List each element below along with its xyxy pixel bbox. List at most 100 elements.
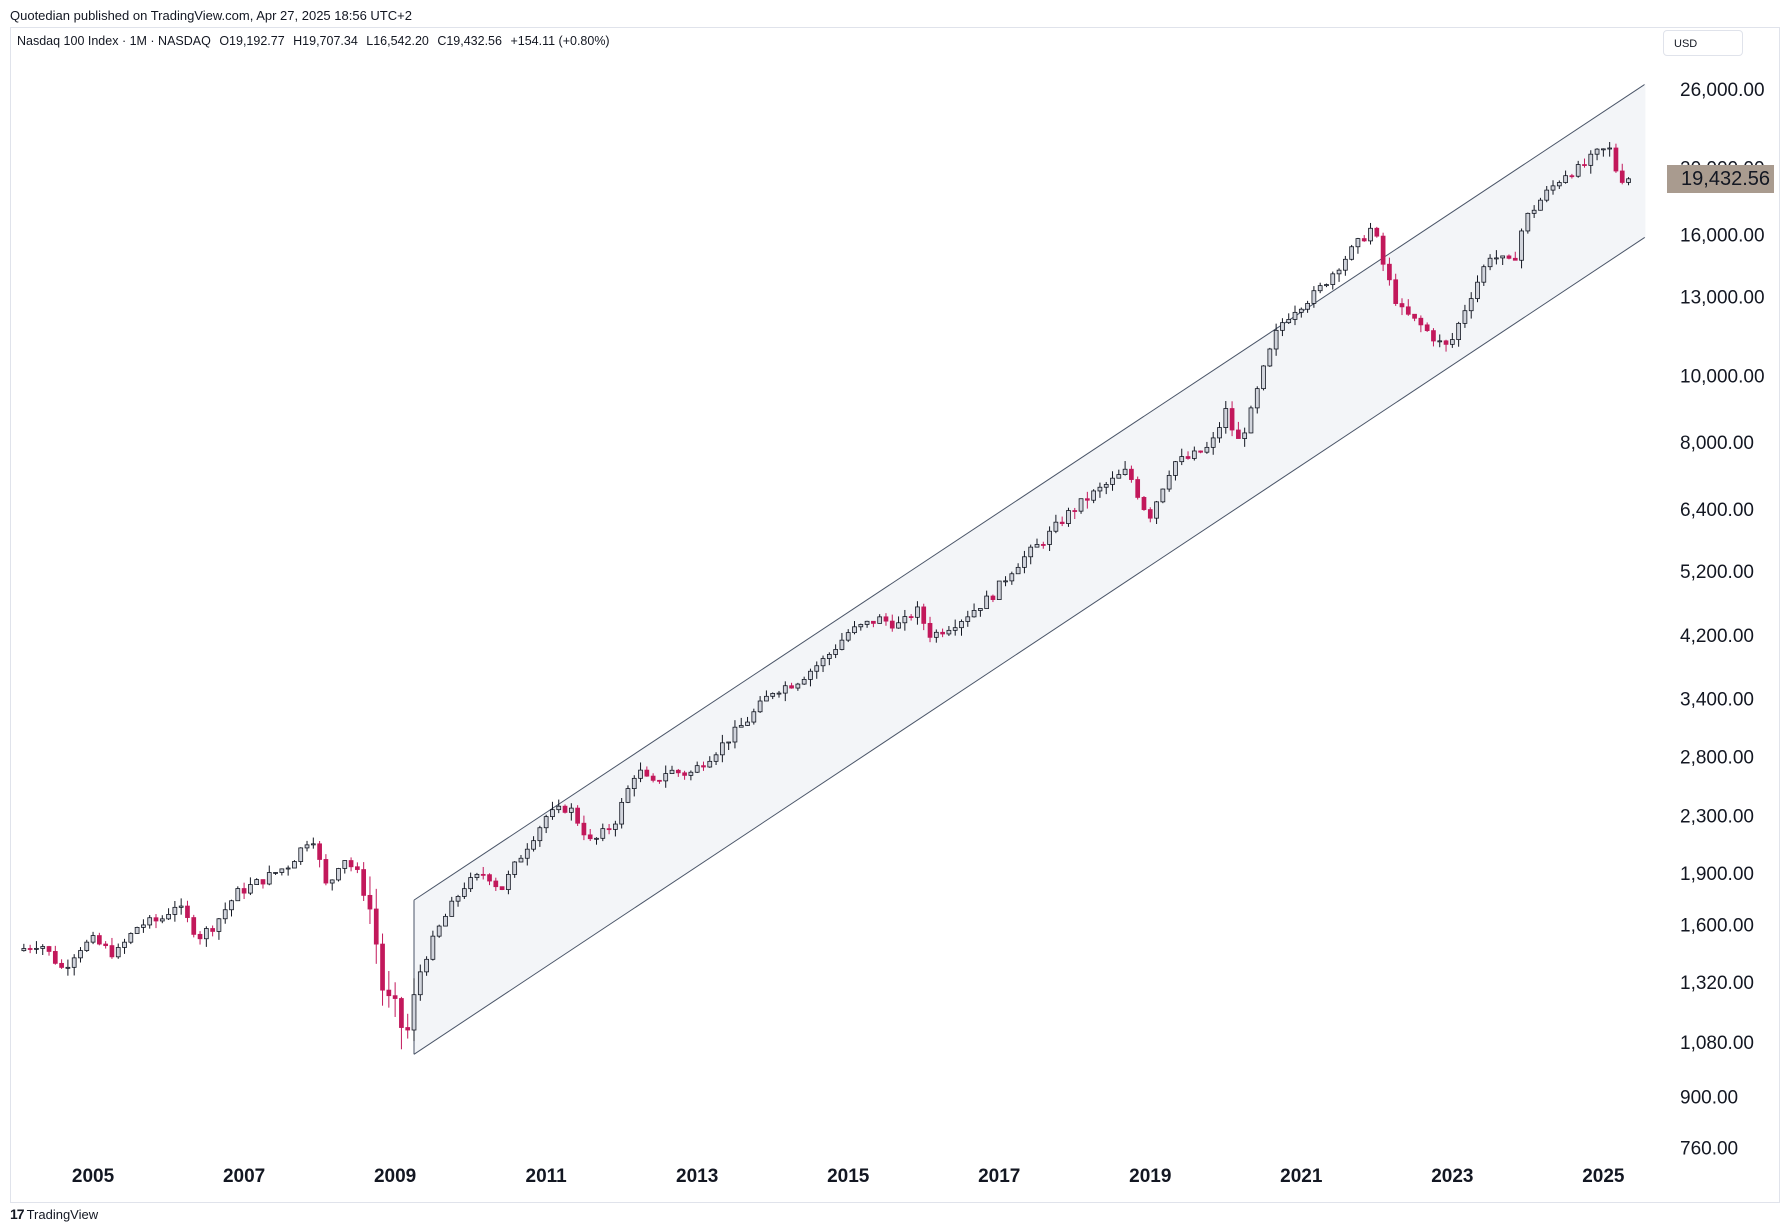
candle-body xyxy=(1292,311,1298,320)
footer-brand-name[interactable]: TradingView xyxy=(26,1206,99,1222)
candle xyxy=(1361,235,1367,242)
candle xyxy=(657,779,662,784)
candle xyxy=(600,823,606,842)
candle xyxy=(1393,273,1399,306)
candle-body xyxy=(1361,238,1367,242)
candle xyxy=(978,608,983,617)
legend-symbol[interactable]: Nasdaq 100 Index · 1M · NASDAQ xyxy=(17,34,211,48)
candle-body xyxy=(1475,281,1480,300)
candle xyxy=(355,862,360,874)
channel-fill xyxy=(414,84,1645,1055)
candle-body xyxy=(355,866,360,870)
candle-body xyxy=(1556,182,1562,187)
candle xyxy=(1431,328,1436,347)
candle-body xyxy=(323,859,329,884)
candle-body xyxy=(361,869,367,896)
candle xyxy=(1569,173,1575,179)
candle-body xyxy=(1072,510,1078,512)
candle xyxy=(40,944,46,956)
candle-body xyxy=(1330,273,1336,285)
candle-body xyxy=(757,700,763,713)
candle-body xyxy=(927,623,933,638)
candle-body xyxy=(650,775,656,781)
candle-body xyxy=(97,935,102,945)
candle-body xyxy=(1066,510,1071,524)
candle-body xyxy=(713,754,719,762)
candle xyxy=(405,1013,411,1039)
candle xyxy=(518,854,524,863)
candle-body xyxy=(1588,153,1594,166)
candle-body xyxy=(858,624,864,628)
candle-body xyxy=(373,908,379,945)
candle xyxy=(1626,177,1631,186)
candle xyxy=(619,797,625,829)
candle xyxy=(1468,292,1474,319)
candle-body xyxy=(896,622,901,629)
candle-body xyxy=(1563,175,1568,183)
candle xyxy=(631,775,637,797)
candle xyxy=(487,873,492,886)
candle-body xyxy=(1456,322,1461,340)
candle xyxy=(480,866,486,880)
candle-body xyxy=(1198,450,1203,453)
candle-body xyxy=(443,915,448,927)
candle xyxy=(1267,347,1273,367)
candle xyxy=(468,872,473,893)
candle-body xyxy=(952,627,958,631)
candle-body xyxy=(367,894,373,910)
candle xyxy=(1066,507,1071,527)
candle-body xyxy=(1298,308,1304,313)
candle xyxy=(141,919,146,933)
candle xyxy=(801,676,807,685)
candle-body xyxy=(1431,330,1436,342)
candle xyxy=(361,862,367,901)
candle-body xyxy=(430,935,436,960)
y-tick-label: 6,400.00 xyxy=(1680,500,1754,521)
candle-body xyxy=(1110,477,1115,485)
candle xyxy=(1122,461,1128,476)
candle-body xyxy=(1380,235,1386,265)
candle-body xyxy=(1022,556,1027,568)
candle-body xyxy=(1626,178,1631,183)
candle xyxy=(537,825,543,847)
candle-body xyxy=(1575,164,1581,177)
candle-body xyxy=(1273,329,1279,350)
candle xyxy=(128,932,134,945)
candle-body xyxy=(537,827,543,842)
candle xyxy=(52,945,58,965)
candle-body xyxy=(1217,427,1222,439)
candle-body xyxy=(1506,255,1512,259)
candle xyxy=(1116,469,1122,479)
candle xyxy=(1003,576,1008,587)
candle xyxy=(1387,257,1392,286)
currency-selector[interactable]: USD xyxy=(1663,30,1743,56)
candle xyxy=(1223,401,1229,434)
candle xyxy=(1525,212,1531,234)
candle-body xyxy=(1141,497,1147,510)
candle-body xyxy=(506,874,511,890)
x-axis: 2005 2007 2009 2011 2013 2015 2017 2019 2021 2023… xyxy=(72,1166,1625,1187)
x-tick-label: 2021 xyxy=(1280,1166,1323,1187)
x-tick-label: 2005 xyxy=(72,1166,115,1187)
candle-body xyxy=(613,823,618,830)
candle-body xyxy=(329,879,335,884)
candle xyxy=(606,824,612,835)
legend-change: +154.11 (+0.80%) xyxy=(510,34,610,48)
candle-body xyxy=(889,620,895,629)
candle xyxy=(587,829,593,842)
candle xyxy=(1311,286,1317,308)
candle-body xyxy=(1582,164,1587,166)
candle-body xyxy=(1084,498,1090,501)
y-tick-label: 1,900.00 xyxy=(1680,864,1754,885)
candle-body xyxy=(1399,303,1405,308)
tradingview-logo-icon: 17 xyxy=(10,1206,25,1222)
candle-body xyxy=(1550,185,1556,191)
candle-body xyxy=(78,950,83,959)
candle-body xyxy=(304,844,310,849)
candle xyxy=(1091,489,1096,504)
candle xyxy=(1217,422,1222,443)
candle-body xyxy=(1512,257,1518,261)
candle xyxy=(1405,299,1411,316)
candle-layer xyxy=(21,142,1631,1050)
